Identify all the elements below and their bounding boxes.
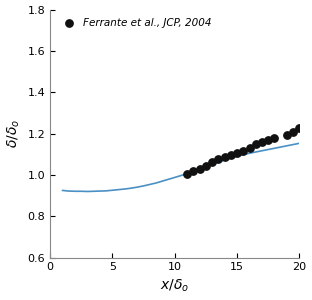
Ferrante et al., JCP, 2004	[197, 166, 202, 171]
Ferrante et al., JCP, 2004	[260, 140, 265, 145]
Ferrante et al., JCP, 2004	[241, 149, 246, 154]
Ferrante et al., JCP, 2004	[222, 155, 227, 160]
X-axis label: $x/\delta_o$: $x/\delta_o$	[160, 278, 189, 294]
Ferrante et al., JCP, 2004	[203, 163, 208, 168]
Ferrante et al., JCP, 2004	[266, 138, 271, 142]
Ferrante et al., JCP, 2004	[247, 146, 252, 151]
Ferrante et al., JCP, 2004	[216, 157, 221, 162]
Ferrante et al., JCP, 2004	[285, 133, 290, 138]
Ferrante et al., JCP, 2004	[272, 136, 277, 140]
Ferrante et al., JCP, 2004	[210, 160, 215, 164]
Y-axis label: $\delta/\delta_o$: $\delta/\delta_o$	[6, 119, 22, 148]
Legend: Ferrante et al., JCP, 2004: Ferrante et al., JCP, 2004	[55, 15, 215, 31]
Ferrante et al., JCP, 2004	[253, 142, 258, 147]
Ferrante et al., JCP, 2004	[185, 172, 190, 176]
Ferrante et al., JCP, 2004	[297, 126, 302, 131]
Ferrante et al., JCP, 2004	[191, 169, 196, 174]
Ferrante et al., JCP, 2004	[291, 130, 296, 134]
Ferrante et al., JCP, 2004	[235, 151, 240, 156]
Ferrante et al., JCP, 2004	[228, 153, 233, 158]
